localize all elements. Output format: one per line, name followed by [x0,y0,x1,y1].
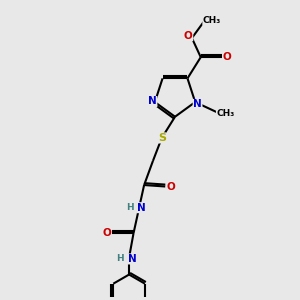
Text: H: H [116,254,124,263]
Text: N: N [148,97,157,106]
Text: CH₃: CH₃ [203,16,221,25]
Text: H: H [126,203,134,212]
Text: O: O [223,52,232,62]
Text: N: N [137,203,146,213]
Text: N: N [128,254,136,264]
Text: O: O [184,31,193,41]
Text: S: S [158,133,166,143]
Text: N: N [193,99,202,110]
Text: O: O [166,182,175,191]
Text: O: O [103,228,111,238]
Text: CH₃: CH₃ [216,109,235,118]
